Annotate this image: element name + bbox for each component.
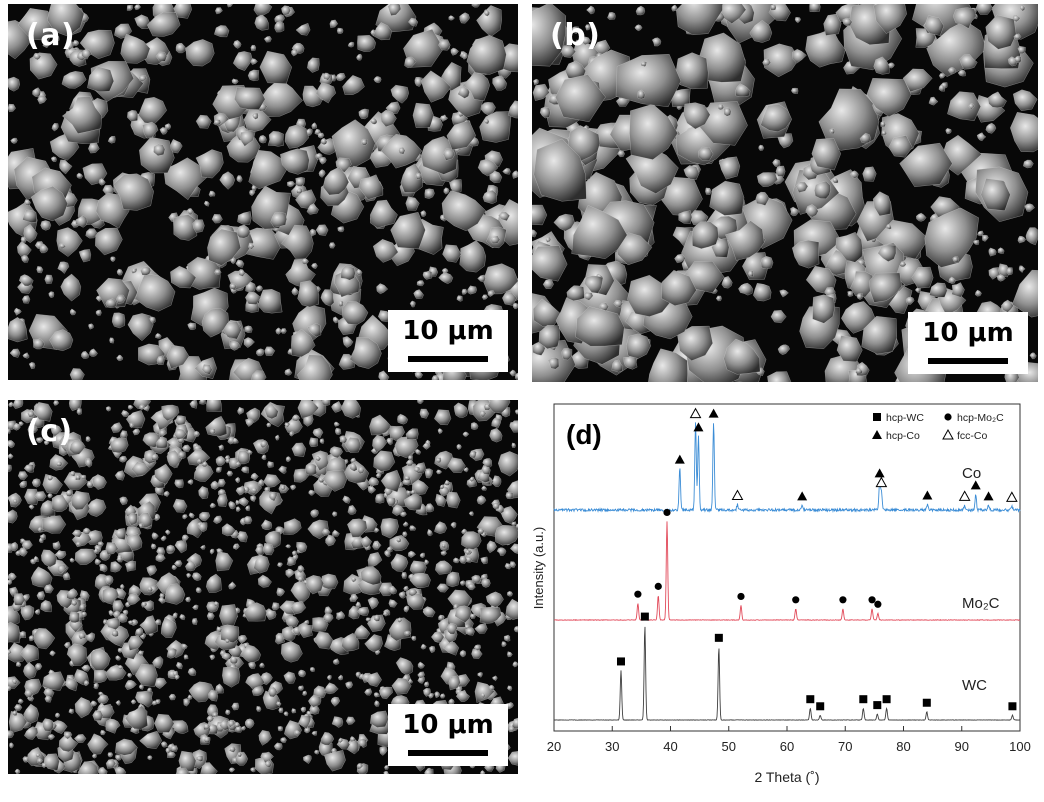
peak-marker-1-6 [868, 596, 876, 604]
scale-bar-line-a [408, 356, 488, 362]
x-tick-label-8: 100 [1009, 739, 1031, 754]
series-layer [553, 422, 1021, 721]
legend-symbol-1 [944, 413, 952, 421]
legend-symbol-2 [872, 430, 882, 439]
peak-marker-1-7 [874, 600, 882, 608]
peak-marker-1-1 [654, 582, 662, 590]
legend-label-3: fcc-Co [957, 430, 987, 442]
peak-marker-0-5 [797, 491, 808, 501]
x-axis-ticks: 20 30 40 50 60 70 80 90 100 [547, 726, 1031, 754]
peak-marker-0-11 [983, 491, 994, 501]
scale-bar-b: 10 μm [908, 312, 1028, 374]
x-tick-label-5: 70 [838, 739, 852, 754]
peak-marker-2-0 [616, 657, 625, 666]
peak-marker-2-4 [816, 702, 825, 711]
x-tick-label-4: 60 [780, 739, 794, 754]
x-tick-label-3: 50 [722, 739, 736, 754]
peak-marker-0-1 [689, 407, 702, 419]
series-line-0 [553, 422, 1021, 513]
scale-bar-line-b [928, 358, 1008, 364]
scale-bar-a: 10 μm [388, 310, 508, 372]
peak-marker-2-7 [882, 695, 891, 704]
series-label-layer: Co Mo₂C WC [962, 465, 1000, 694]
series-label-0: Co [962, 465, 981, 482]
x-tick-label-2: 40 [663, 739, 677, 754]
peak-marker-2-5 [859, 695, 868, 704]
panel-label-d: (d) [566, 419, 602, 450]
scale-bar-line-c [408, 750, 488, 756]
xrd-chart-panel: (d) hcp-WC hcp-Mo₂C hcp-Co fcc-Co Co Mo₂C WC … [530, 398, 1040, 798]
peak-marker-2-1 [640, 612, 649, 621]
scale-bar-label-a: 10 μm [402, 316, 494, 346]
y-axis-label: Intensity (a.u.) [531, 527, 546, 609]
chart-legend: hcp-WC hcp-Mo₂C hcp-Co fcc-Co [872, 412, 1004, 442]
peak-marker-1-4 [792, 596, 800, 604]
legend-symbol-0 [873, 413, 881, 421]
legend-label-0: hcp-WC [886, 412, 924, 424]
scale-bar-label-b: 10 μm [922, 318, 1014, 348]
series-label-2: WC [962, 677, 987, 694]
peak-marker-0-4 [731, 489, 744, 500]
series-line-2 [553, 626, 1021, 721]
x-tick-label-1: 30 [605, 739, 619, 754]
x-tick-label-6: 80 [896, 739, 910, 754]
plot-frame [553, 403, 1021, 732]
legend-label-1: hcp-Mo₂C [957, 412, 1004, 424]
peak-marker-2-8 [922, 698, 931, 707]
peak-marker-2-3 [806, 695, 815, 704]
panel-label-b: (b) [550, 18, 601, 53]
peak-marker-0-2 [693, 422, 704, 432]
legend-label-2: hcp-Co [886, 430, 920, 442]
peak-marker-0-10 [970, 480, 981, 490]
peak-marker-1-5 [839, 596, 847, 604]
peak-marker-layer [616, 407, 1018, 711]
peak-marker-0-3 [708, 408, 719, 418]
peak-marker-0-12 [1005, 491, 1018, 502]
sem-image-c: (c) 10 μm [8, 400, 518, 774]
panel-label-a: (a) [26, 18, 76, 53]
x-tick-label-0: 20 [547, 739, 561, 754]
peak-marker-1-2 [663, 508, 671, 517]
series-label-1: Mo₂C [962, 595, 1000, 612]
peak-marker-2-6 [873, 701, 882, 710]
panel-label-c: (c) [26, 414, 73, 449]
peak-marker-1-0 [634, 590, 642, 598]
peak-marker-0-6 [874, 468, 885, 478]
peak-marker-0-7 [875, 476, 888, 488]
scale-bar-c: 10 μm [388, 704, 508, 766]
peak-marker-0-8 [922, 490, 933, 500]
sem-image-a: (a) 10 μm [8, 4, 518, 380]
peak-marker-2-2 [714, 633, 723, 642]
x-axis-label: 2 Theta (˚) [754, 769, 819, 785]
scale-bar-label-c: 10 μm [402, 710, 494, 740]
sem-particles-a [8, 4, 518, 380]
series-line-1 [553, 521, 1021, 621]
legend-symbol-3 [942, 428, 954, 440]
x-tick-label-7: 90 [955, 739, 969, 754]
peak-marker-0-0 [674, 454, 685, 464]
peak-marker-2-9 [1008, 702, 1017, 711]
sem-image-b: (b) 10 μm [532, 4, 1038, 382]
peak-marker-0-9 [958, 490, 971, 501]
peak-marker-1-3 [737, 592, 745, 601]
